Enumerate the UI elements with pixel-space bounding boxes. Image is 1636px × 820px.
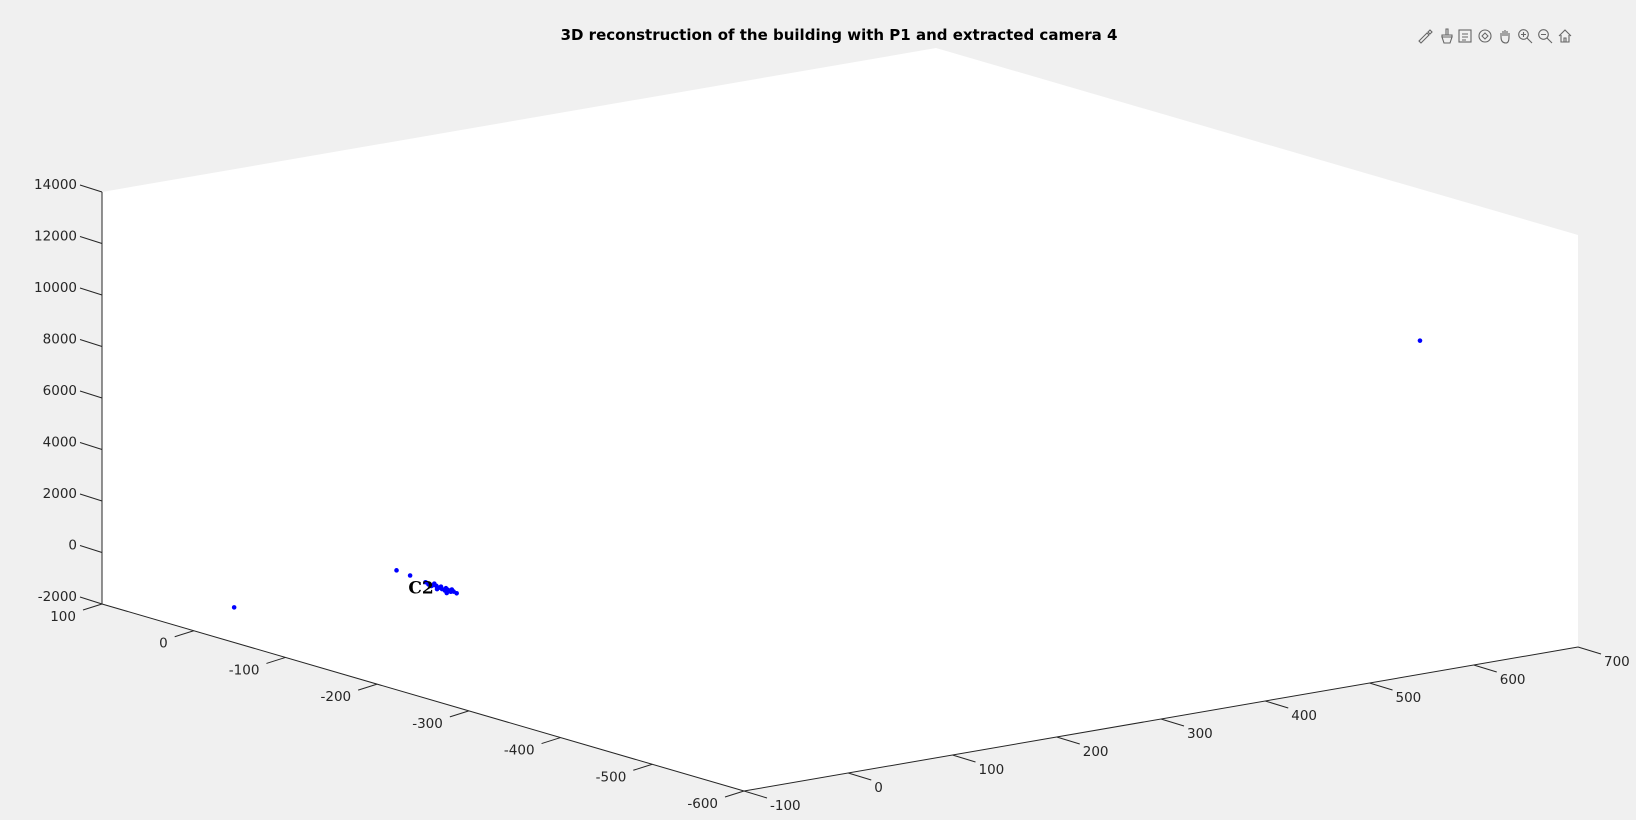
x-tick-label: 100 [979, 762, 1005, 778]
x-tick-mark [1056, 736, 1080, 745]
x-tick-mark [848, 772, 872, 781]
pan-icon[interactable] [1496, 26, 1514, 46]
datatip-icon[interactable] [1456, 26, 1474, 46]
x-tick-mark [1369, 682, 1393, 691]
y-tick-mark [357, 683, 378, 691]
y-tick-label: -600 [687, 796, 718, 812]
camera-label: C2 [408, 579, 433, 599]
y-tick-mark [633, 763, 653, 771]
axes-ticks: -200002000400060008000100001200014000100… [34, 177, 1630, 814]
x-tick-label: 0 [874, 780, 883, 796]
z-tick-mark [79, 596, 103, 605]
y-tick-label: -500 [596, 769, 627, 785]
x-tick-mark [1577, 646, 1602, 655]
y-tick-mark [724, 790, 745, 798]
z-tick-mark [79, 545, 103, 553]
z-tick-mark [79, 339, 103, 347]
x-tick-label: -100 [770, 798, 801, 814]
axes-toolbar [1416, 26, 1574, 48]
data-point [454, 590, 459, 596]
y-tick-mark [266, 656, 286, 664]
z-tick-mark [79, 442, 103, 450]
y-tick-label: -200 [321, 689, 352, 705]
zoom-in-icon[interactable] [1516, 26, 1534, 46]
z-tick-label: -2000 [38, 589, 77, 605]
z-tick-mark [79, 236, 103, 244]
data-point [231, 605, 237, 610]
y-axis-line [101, 603, 745, 792]
rotate-3d-icon[interactable] [1476, 26, 1494, 46]
y-tick-mark [174, 630, 194, 638]
brush-icon[interactable] [1436, 26, 1454, 46]
axes-background [102, 48, 1578, 791]
x-tick-label: 300 [1187, 726, 1213, 742]
data-point [394, 568, 399, 573]
z-tick-mark [79, 287, 103, 296]
point-cloud [231, 338, 1423, 610]
z-tick-mark [79, 493, 103, 502]
y-tick-label: -300 [412, 716, 443, 732]
edit-plot-icon[interactable] [1416, 26, 1434, 46]
z-tick-label: 12000 [34, 229, 77, 245]
z-tick-label: 14000 [34, 177, 77, 193]
x-tick-mark [1160, 718, 1185, 727]
axes-box [101, 48, 1579, 792]
chart-title: 3D reconstruction of the building with P… [561, 26, 1118, 44]
home-icon[interactable] [1556, 26, 1574, 46]
data-point [1417, 338, 1423, 343]
x-tick-label: 500 [1396, 690, 1422, 706]
y-tick-label: 0 [159, 636, 168, 652]
y-tick-label: -400 [504, 743, 535, 759]
x-tick-mark [743, 790, 768, 799]
z-tick-label: 8000 [43, 332, 77, 348]
x-tick-label: 400 [1291, 708, 1317, 724]
y-tick-label: 100 [50, 609, 76, 625]
x-tick-mark [1265, 700, 1289, 709]
zoom-out-icon[interactable] [1536, 26, 1554, 46]
data-point [444, 590, 450, 596]
z-tick-label: 6000 [43, 383, 77, 399]
x-tick-label: 200 [1083, 744, 1109, 760]
x-tick-mark [952, 754, 976, 763]
data-point [407, 573, 413, 578]
y-tick-mark [82, 603, 103, 611]
z-tick-label: 2000 [43, 486, 77, 502]
z-tick-label: 10000 [34, 280, 77, 296]
data-point [433, 583, 439, 589]
y-tick-mark [541, 737, 561, 745]
z-tick-label: 4000 [43, 435, 77, 451]
z-tick-mark [79, 390, 103, 399]
z-tick-mark [79, 184, 103, 193]
x-tick-label: 600 [1500, 672, 1526, 688]
y-tick-label: -100 [229, 662, 260, 678]
z-tick-label: 0 [68, 538, 77, 554]
x-tick-label: 700 [1604, 654, 1630, 670]
y-tick-mark [449, 710, 470, 718]
x-tick-mark [1473, 664, 1497, 673]
camera-label-group: C2 [408, 579, 433, 599]
